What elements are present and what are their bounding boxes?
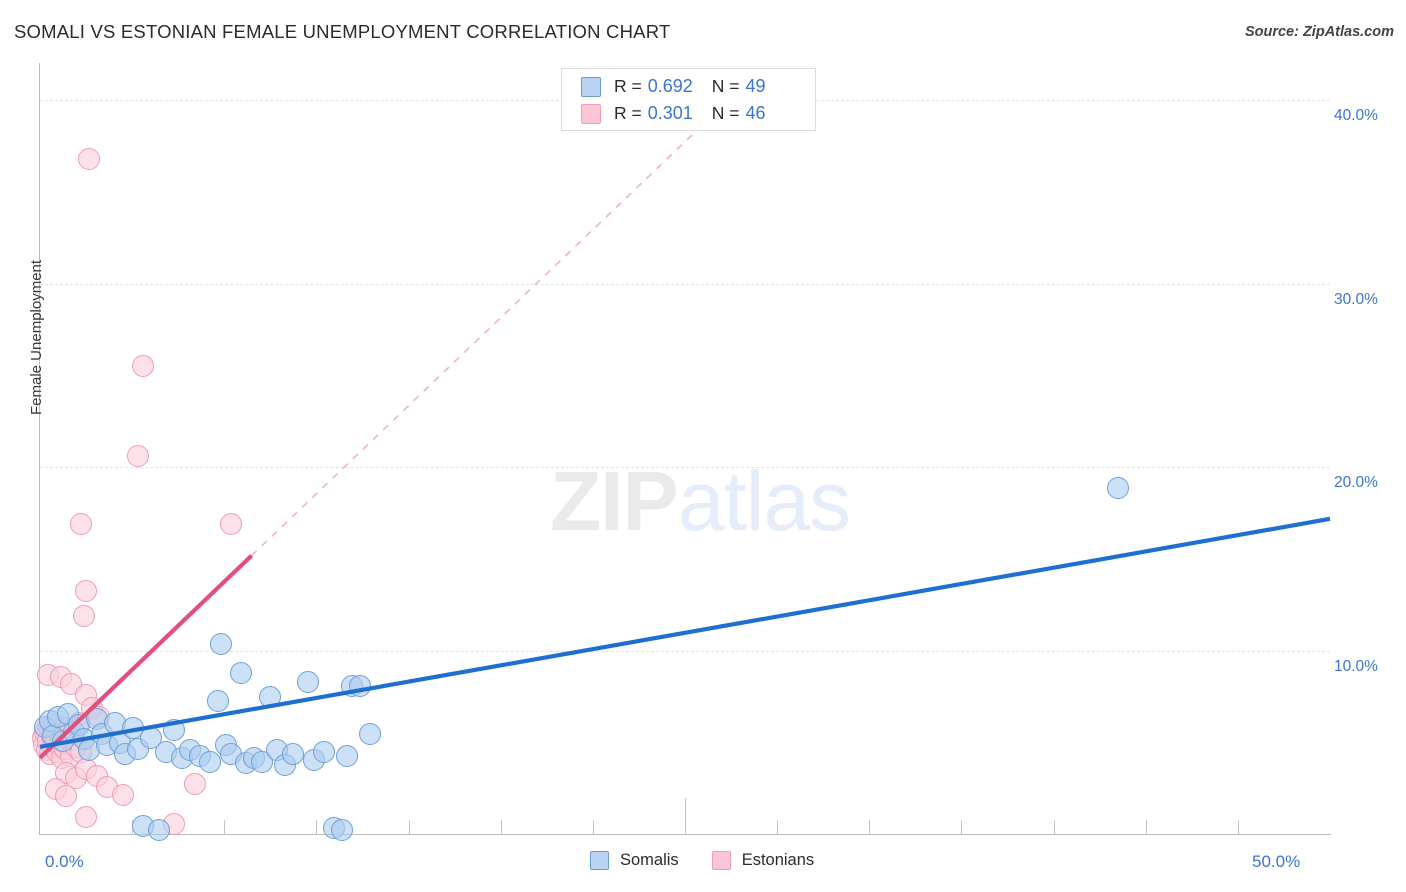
trendline-estonians [38,554,254,760]
stats-n-value-somalis: 49 [745,76,766,96]
series-legend: Somalis Estonians [590,851,847,870]
scatter-point-somalis[interactable] [209,632,232,655]
y-tick-label: 20.0% [1334,474,1378,492]
scatter-point-estonians[interactable] [70,513,93,536]
x-tick-label: 0.0% [45,852,84,871]
scatter-point-estonians[interactable] [54,785,77,808]
scatter-point-somalis[interactable] [147,818,170,841]
x-tick-minor [500,820,502,835]
y-axis-line [39,63,40,835]
x-tick-minor [592,820,594,835]
x-tick-minor [869,820,871,835]
page-title: SOMALI VS ESTONIAN FEMALE UNEMPLOYMENT C… [14,21,671,42]
stats-r-key-estonians: R = [614,103,642,123]
stats-r-value-estonians: 0.301 [647,103,693,123]
scatter-point-estonians[interactable] [75,579,98,602]
trendline-extension-estonians [251,84,745,557]
y-tick-label: 40.0% [1334,106,1378,124]
stats-row-estonians: R = 0.301 N = 46 [562,100,815,127]
x-tick-minor [224,820,226,835]
trendlines-layer [38,84,1331,760]
legend-label-estonians[interactable]: Estonians [741,851,815,869]
scatter-point-estonians[interactable] [127,445,149,468]
y-tick-label: 10.0% [1334,658,1378,676]
stats-r-key-somalis: R = [614,76,642,96]
y-axis-title: Female Unemployment [28,259,45,415]
plot-area: ZIPatlas Female Unemployment [28,63,1331,841]
scatter-point-estonians[interactable] [183,772,206,795]
scatter-point-somalis[interactable] [199,750,222,773]
scatter-point-somalis[interactable] [297,671,320,694]
scatter-point-estonians[interactable] [111,783,134,806]
gridline-y [40,467,1330,469]
correlation-stats-legend: R = 0.692 N = 49 R = 0.301 N = 46 [561,68,816,131]
x-tick-minor [777,820,779,835]
y-tick-label: 30.0% [1334,290,1378,308]
scatter-point-somalis[interactable] [359,722,382,745]
source-attribution: Source: ZipAtlas.com [1244,24,1394,40]
stats-n-key-estonians: N = [711,103,740,123]
trendline-somalis [39,516,1331,749]
x-tick-minor [1145,820,1147,835]
scatter-point-somalis[interactable] [312,741,335,764]
x-tick-minor [1053,820,1055,835]
scatter-point-somalis[interactable] [330,818,353,841]
stats-row-somalis: R = 0.692 N = 49 [562,73,815,100]
scatter-point-somalis[interactable] [336,745,358,767]
x-tick-minor [316,820,318,835]
legend-swatch-somalis[interactable] [590,851,609,870]
stats-swatch-somalis [581,76,601,97]
scatter-point-somalis[interactable] [230,662,253,685]
scatter-point-somalis[interactable] [1107,476,1130,499]
x-tick-minor [408,820,410,835]
x-tick-minor [1237,820,1239,835]
scatter-point-estonians[interactable] [75,805,98,828]
gridline-y [40,283,1330,285]
legend-swatch-estonians[interactable] [711,851,731,870]
stats-n-key-somalis: N = [711,76,740,96]
x-tick-label: 50.0% [1252,852,1301,871]
stats-r-value-somalis: 0.692 [647,76,693,96]
x-tick-major [685,798,686,835]
gridline-y [40,651,1330,653]
legend-label-somalis[interactable]: Somalis [620,851,679,869]
stats-n-value-estonians: 46 [745,103,766,123]
scatter-point-estonians[interactable] [132,355,155,378]
scatter-point-estonians[interactable] [219,513,242,536]
scatter-point-estonians[interactable] [72,605,95,628]
stats-swatch-estonians [581,103,601,124]
scatter-point-somalis[interactable] [207,689,229,712]
scatter-point-estonians[interactable] [78,147,100,170]
x-tick-minor [961,820,963,835]
